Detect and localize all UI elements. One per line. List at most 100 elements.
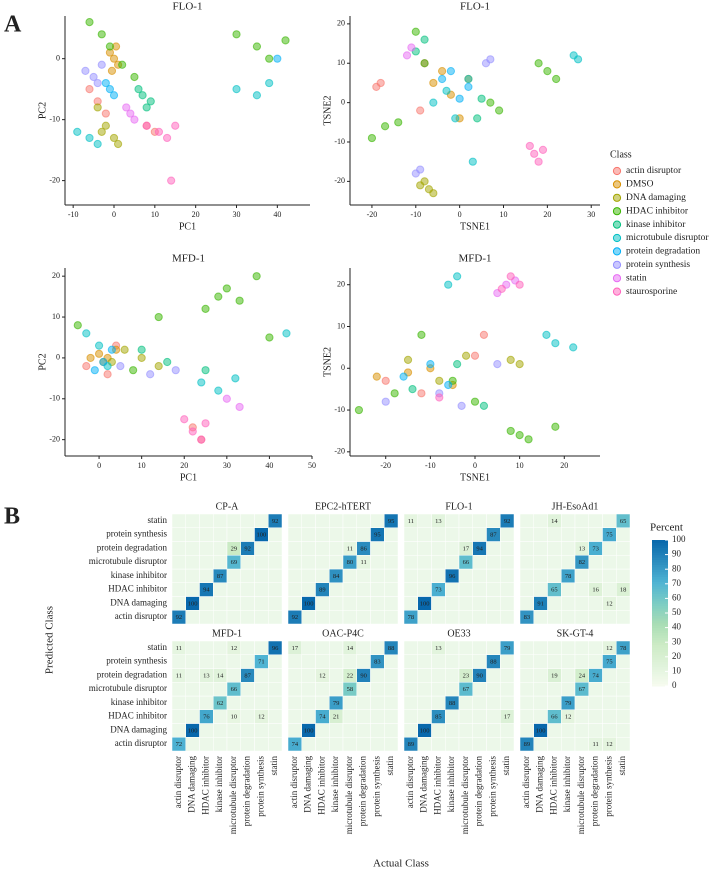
point bbox=[429, 189, 438, 198]
panel-title: CP-A bbox=[216, 501, 240, 512]
empty-cell bbox=[254, 513, 269, 528]
empty-cell bbox=[458, 654, 473, 669]
empty-cell bbox=[486, 541, 501, 556]
empty-cell bbox=[547, 596, 562, 611]
empty-cell bbox=[384, 582, 399, 597]
empty-cell bbox=[315, 723, 330, 738]
empty-cell bbox=[533, 668, 548, 683]
empty-cell bbox=[226, 668, 241, 683]
x-tick-label: microtubule disruptor bbox=[576, 756, 586, 834]
colorbar-step bbox=[652, 627, 668, 631]
cell-label: 73 bbox=[435, 587, 442, 594]
colorbar-step bbox=[652, 588, 668, 592]
cell-label: 11 bbox=[176, 645, 182, 652]
colorbar-step bbox=[652, 683, 668, 687]
x-tick-label: 20 bbox=[543, 210, 551, 219]
cell-label: 19 bbox=[551, 672, 558, 679]
empty-cell bbox=[417, 568, 432, 583]
point bbox=[89, 72, 98, 82]
empty-cell bbox=[254, 596, 269, 611]
point bbox=[93, 103, 102, 112]
point bbox=[85, 17, 94, 27]
point bbox=[493, 359, 502, 369]
point bbox=[444, 280, 453, 289]
empty-cell bbox=[431, 737, 446, 752]
colorbar-tick-label: 70 bbox=[672, 578, 682, 588]
colorbar-step bbox=[652, 651, 668, 655]
x-tick-label: DNA damaging bbox=[303, 756, 313, 813]
empty-cell bbox=[445, 654, 460, 669]
point bbox=[473, 114, 482, 123]
empty-cell bbox=[616, 610, 631, 625]
empty-cell bbox=[431, 555, 446, 570]
empty-cell bbox=[431, 723, 446, 738]
empty-cell bbox=[458, 527, 473, 542]
point bbox=[453, 272, 462, 281]
x-tick-label: 0 bbox=[112, 210, 116, 219]
point bbox=[399, 372, 408, 381]
point bbox=[126, 109, 135, 118]
point bbox=[93, 139, 102, 149]
x-tick-label: 30 bbox=[223, 461, 231, 470]
colorbar-step bbox=[652, 671, 668, 675]
cell-label: 17 bbox=[292, 645, 299, 652]
empty-cell bbox=[370, 555, 385, 570]
empty-cell bbox=[417, 654, 432, 669]
empty-cell bbox=[254, 737, 269, 752]
empty-cell bbox=[602, 513, 617, 528]
empty-cell bbox=[445, 555, 460, 570]
x-tick-label: protein degradation bbox=[358, 756, 368, 827]
empty-cell bbox=[602, 582, 617, 597]
empty-cell bbox=[240, 695, 255, 710]
y-tick-label: -10 bbox=[49, 114, 60, 123]
empty-cell bbox=[254, 568, 269, 583]
empty-cell bbox=[171, 555, 186, 570]
empty-cell bbox=[226, 568, 241, 583]
legend-label: DNA damaging bbox=[626, 193, 686, 203]
y-tick-label: 0 bbox=[341, 97, 345, 106]
cell-label: 71 bbox=[258, 659, 265, 666]
empty-cell bbox=[315, 596, 330, 611]
x-tick-label: kinase inhibitor bbox=[446, 756, 456, 812]
empty-cell bbox=[171, 723, 186, 738]
empty-cell bbox=[342, 723, 357, 738]
empty-cell bbox=[616, 568, 631, 583]
empty-cell bbox=[561, 582, 576, 597]
y-axis-label: PC2 bbox=[37, 102, 48, 119]
empty-cell bbox=[431, 682, 446, 697]
y-tick-label: DNA damaging bbox=[110, 597, 167, 607]
empty-cell bbox=[445, 610, 460, 625]
empty-cell bbox=[417, 513, 432, 528]
empty-cell bbox=[213, 596, 228, 611]
empty-cell bbox=[445, 582, 460, 597]
empty-cell bbox=[199, 568, 214, 583]
point bbox=[162, 133, 172, 143]
empty-cell bbox=[384, 568, 399, 583]
empty-cell bbox=[574, 610, 589, 625]
cell-label: 14 bbox=[347, 645, 354, 652]
empty-cell bbox=[301, 709, 316, 724]
empty-cell bbox=[240, 610, 255, 625]
empty-cell bbox=[199, 610, 214, 625]
y-tick-label: DNA damaging bbox=[110, 724, 167, 734]
point bbox=[232, 85, 241, 94]
x-tick-label: actin disruptor bbox=[521, 756, 531, 808]
y-tick-label: 10 bbox=[337, 321, 345, 330]
empty-cell bbox=[547, 723, 562, 738]
point bbox=[171, 121, 180, 130]
y-tick-label: protein degradation bbox=[97, 542, 168, 552]
point bbox=[380, 122, 390, 131]
point bbox=[444, 380, 453, 390]
empty-cell bbox=[329, 596, 344, 611]
cell-label: 62 bbox=[217, 700, 224, 707]
point bbox=[105, 42, 115, 51]
y-tick-label: 10 bbox=[337, 58, 345, 67]
empty-cell bbox=[240, 555, 255, 570]
colorbar-step bbox=[652, 561, 668, 565]
empty-cell bbox=[356, 527, 371, 542]
cell bbox=[268, 640, 283, 655]
x-tick-label: kinase inhibitor bbox=[330, 756, 340, 812]
legend-label: HDAC inhibitor bbox=[626, 206, 689, 216]
point bbox=[551, 422, 560, 431]
empty-cell bbox=[199, 541, 214, 556]
